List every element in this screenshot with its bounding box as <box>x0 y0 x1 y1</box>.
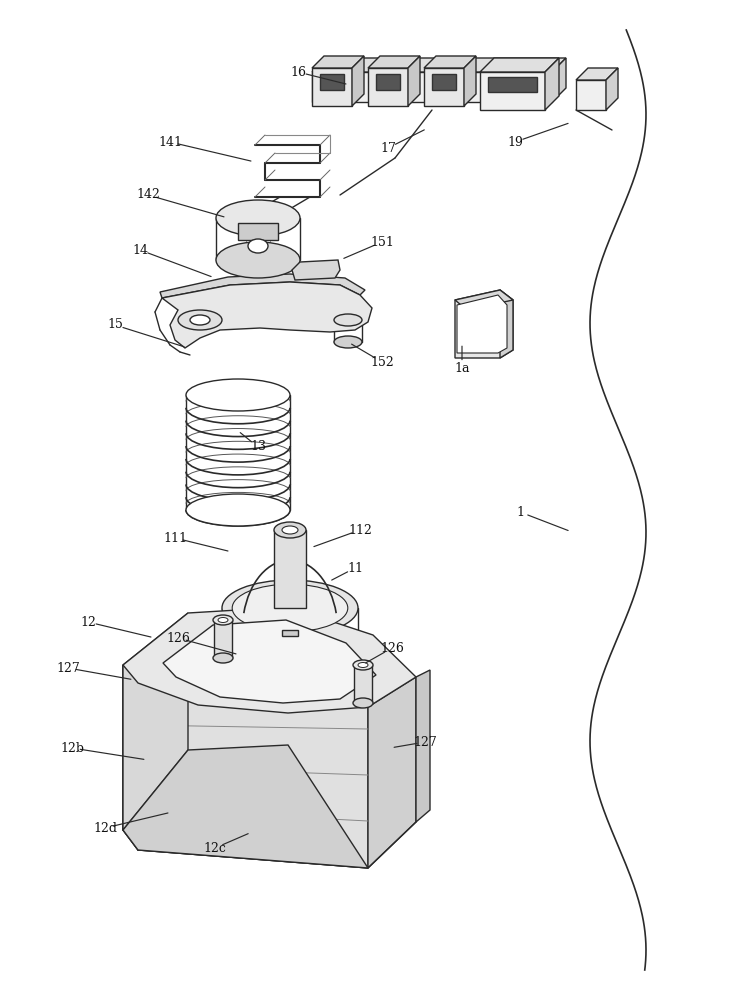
Polygon shape <box>163 620 376 703</box>
Polygon shape <box>368 56 420 68</box>
Text: 126: 126 <box>380 642 404 654</box>
Text: 11: 11 <box>347 562 363 574</box>
Text: 142: 142 <box>136 188 160 202</box>
Ellipse shape <box>334 336 362 348</box>
Polygon shape <box>576 68 618 80</box>
Polygon shape <box>123 745 368 868</box>
Polygon shape <box>480 58 559 72</box>
Polygon shape <box>424 56 476 68</box>
Polygon shape <box>368 68 408 106</box>
Polygon shape <box>312 56 364 68</box>
Ellipse shape <box>186 379 290 411</box>
Text: 127: 127 <box>413 736 437 748</box>
Ellipse shape <box>232 584 348 632</box>
Ellipse shape <box>178 310 222 330</box>
Polygon shape <box>123 613 188 830</box>
Text: 17: 17 <box>380 141 396 154</box>
Polygon shape <box>238 223 278 240</box>
Polygon shape <box>455 290 513 358</box>
Polygon shape <box>576 80 606 110</box>
Polygon shape <box>138 683 368 868</box>
Polygon shape <box>123 607 416 713</box>
Polygon shape <box>312 58 566 72</box>
Polygon shape <box>320 74 344 90</box>
Polygon shape <box>606 68 618 110</box>
Polygon shape <box>500 290 513 358</box>
Polygon shape <box>312 72 552 102</box>
Ellipse shape <box>218 617 228 622</box>
Polygon shape <box>488 77 537 92</box>
Ellipse shape <box>274 522 306 538</box>
Polygon shape <box>408 56 420 106</box>
Polygon shape <box>464 56 476 106</box>
Text: 112: 112 <box>348 524 372 536</box>
Ellipse shape <box>353 698 373 708</box>
Polygon shape <box>123 665 140 848</box>
Polygon shape <box>282 630 298 636</box>
Text: 19: 19 <box>507 135 523 148</box>
Polygon shape <box>376 74 400 90</box>
Polygon shape <box>545 58 559 110</box>
Polygon shape <box>160 274 365 298</box>
Polygon shape <box>480 72 545 110</box>
Ellipse shape <box>213 653 233 663</box>
Polygon shape <box>424 68 464 106</box>
Polygon shape <box>354 665 372 703</box>
Text: 1a: 1a <box>454 361 470 374</box>
Text: 13: 13 <box>250 440 266 454</box>
Text: 141: 141 <box>158 135 182 148</box>
Polygon shape <box>416 670 430 822</box>
Ellipse shape <box>353 660 373 670</box>
Ellipse shape <box>213 615 233 625</box>
Polygon shape <box>457 295 507 353</box>
Ellipse shape <box>216 200 300 236</box>
Text: 12: 12 <box>80 615 96 629</box>
Text: 14: 14 <box>132 243 148 256</box>
Text: 151: 151 <box>370 235 394 248</box>
Text: 127: 127 <box>56 662 80 674</box>
Polygon shape <box>455 290 513 310</box>
Text: 12b: 12b <box>60 742 84 754</box>
Ellipse shape <box>334 314 362 326</box>
Polygon shape <box>352 56 364 106</box>
Polygon shape <box>292 260 340 280</box>
Polygon shape <box>162 282 372 348</box>
Text: 1: 1 <box>516 506 524 518</box>
Ellipse shape <box>282 526 298 534</box>
Text: 152: 152 <box>370 356 394 368</box>
Polygon shape <box>274 530 306 608</box>
Text: 16: 16 <box>290 66 306 79</box>
Polygon shape <box>552 58 566 102</box>
Ellipse shape <box>358 662 368 668</box>
Polygon shape <box>368 677 416 868</box>
Text: 12d: 12d <box>93 822 117 834</box>
Text: 111: 111 <box>163 532 187 544</box>
Polygon shape <box>312 68 352 106</box>
Text: 15: 15 <box>107 318 123 332</box>
Ellipse shape <box>222 580 358 636</box>
Polygon shape <box>214 620 232 658</box>
Ellipse shape <box>186 494 290 526</box>
Ellipse shape <box>190 315 210 325</box>
Ellipse shape <box>248 239 268 253</box>
Ellipse shape <box>216 242 300 278</box>
Polygon shape <box>432 74 456 90</box>
Polygon shape <box>123 665 138 850</box>
Text: 12c: 12c <box>203 842 226 854</box>
Text: 126: 126 <box>166 632 190 645</box>
